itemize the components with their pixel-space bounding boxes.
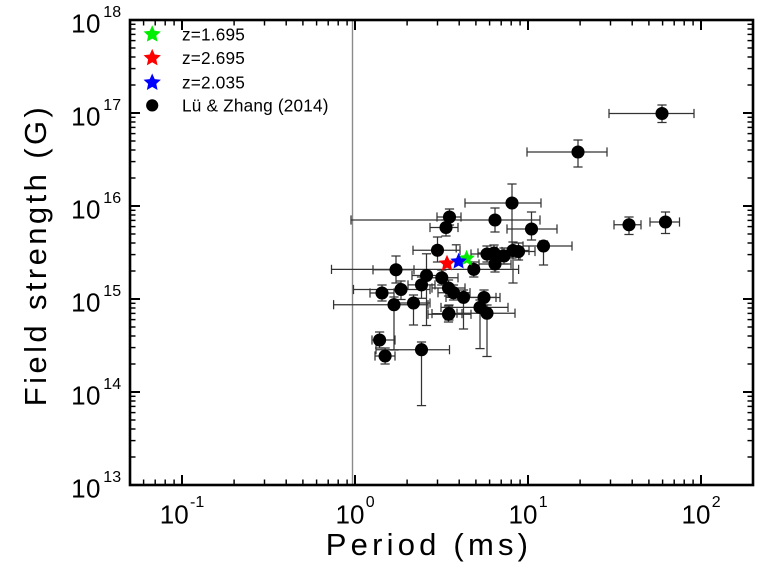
svg-text:10: 10 [509,500,538,530]
svg-text:10: 10 [71,195,101,225]
svg-text:10: 10 [71,9,101,39]
svg-text:z=1.695: z=1.695 [182,24,245,44]
svg-text:2: 2 [712,494,721,511]
svg-text:Field strength (G): Field strength (G) [18,104,53,406]
svg-text:14: 14 [103,376,121,393]
svg-text:10: 10 [71,381,101,411]
svg-text:z=2.695: z=2.695 [182,48,245,68]
svg-text:15: 15 [103,283,121,300]
svg-text:17: 17 [103,97,121,114]
svg-text:13: 13 [103,469,121,486]
svg-text:10: 10 [160,500,189,530]
svg-text:18: 18 [103,4,121,21]
svg-text:-1: -1 [190,494,204,511]
svg-text:10: 10 [71,474,101,504]
svg-text:z=2.035: z=2.035 [182,73,245,93]
svg-text:10: 10 [336,500,365,530]
svg-text:10: 10 [71,288,101,318]
svg-text:1: 1 [539,494,548,511]
svg-text:16: 16 [103,190,121,207]
svg-text:0: 0 [366,494,375,511]
svg-text:10: 10 [71,102,101,132]
svg-text:Period (ms): Period (ms) [326,527,532,562]
svg-text:10: 10 [682,500,711,530]
svg-text:Lü & Zhang (2014): Lü & Zhang (2014) [182,95,329,115]
